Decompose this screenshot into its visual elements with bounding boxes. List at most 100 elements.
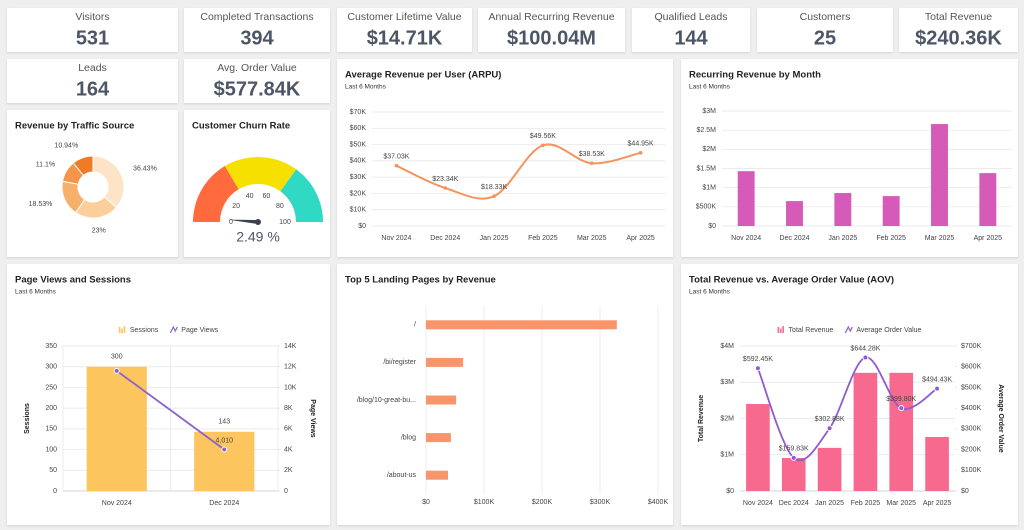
kpi-card [478,8,625,52]
line-point [113,367,120,374]
x-tick-label: Nov 2024 [102,500,132,507]
bar [426,357,464,367]
kpi-label: Leads [78,62,107,74]
gauge-hub [255,219,261,225]
legend-icon [844,325,853,334]
x-tick-label: Mar 2025 [886,500,916,507]
data-label: $44.95K [628,141,654,148]
bar [426,433,451,443]
y2-tick-label: $300K [961,426,982,433]
x-tick-label: Dec 2024 [209,500,239,507]
legend-icon [118,327,121,333]
x-tick-label: $0 [422,499,430,506]
line-series [116,370,225,451]
line-point [541,143,545,148]
panel [681,59,1018,257]
chart-title: Total Revenue vs. Average Order Value (A… [689,275,894,286]
y-tick-label: $3M [720,379,734,386]
x-tick-label: Dec 2024 [430,235,460,242]
panel [337,59,673,257]
bar [834,193,852,226]
bar [931,124,948,226]
y-tick-label: $0 [708,223,716,230]
x-tick-label: Nov 2024 [731,235,761,242]
data-label: 300 [111,354,123,361]
bar [86,366,147,491]
y2-axis-title: Average Order Value [997,384,1004,453]
y2-tick-label: 14K [284,343,297,350]
y-tick-label: $70K [350,109,367,116]
kpi-value: 531 [76,27,109,49]
x-tick-label: Apr 2025 [923,500,952,507]
chart-subtitle: Last 6 Months [345,84,387,91]
gauge-tick-label: 20 [232,203,240,210]
y-tick-label: $500K [696,204,717,211]
kpi-card [7,8,178,52]
kpi-card [337,8,472,52]
gauge-band [193,166,239,222]
kpi-card [632,8,750,52]
legend-icon [777,327,780,333]
legend-icon [123,326,126,333]
x-tick-label: Mar 2025 [925,235,955,242]
kpi-value: $240.36K [915,27,1002,49]
y2-tick-label: 4K [284,446,293,453]
y-tick-label: $50K [350,141,367,148]
x-tick-label: Apr 2025 [974,235,1003,242]
panel [7,110,178,257]
gauge-tick-label: 40 [246,193,254,200]
chart-subtitle: Last 6 Months [689,84,731,91]
y2-tick-label: 10K [284,384,297,391]
data-label: $23.34K [432,176,458,183]
data-label: 4,010 [215,437,233,444]
data-label: $49.56K [530,133,556,140]
data-label: $302.88K [815,416,845,423]
bar [817,447,842,491]
pie-slice [92,155,125,209]
y2-tick-label: $0 [961,488,969,495]
y-tick-label: $30K [350,174,367,181]
bar [426,320,617,330]
kpi-label: Visitors [75,11,109,23]
kpi-label: Total Revenue [925,11,992,23]
slice-label: 10.94% [54,142,78,149]
x-tick-label: Mar 2025 [577,235,607,242]
gauge-tick-label: 80 [276,203,284,210]
legend: Sessions Page Views [118,325,219,334]
gauge-band [280,169,323,222]
panel [681,264,1018,525]
y2-tick-label: $400K [961,405,982,412]
kpi-value: 164 [76,78,110,100]
x-tick-label: Dec 2024 [780,235,810,242]
x-tick-label: $400K [648,499,669,506]
kpi-value: 25 [814,27,836,49]
kpi-card [757,8,893,52]
legend-label: Average Order Value [856,327,921,334]
kpi-card [184,59,330,103]
kpi-value: 144 [674,27,708,49]
kpi-label: Customer Lifetime Value [347,11,461,23]
bar [925,436,949,491]
line-point [754,365,761,372]
y-tick-label: /bi/register [383,359,416,366]
panel [337,264,673,525]
chart-title: Revenue by Traffic Source [15,121,134,132]
x-tick-label: Apr 2025 [626,235,655,242]
kpi-label: Customers [800,11,851,23]
legend-icon [121,328,123,333]
gauge-tick-label: 100 [279,219,291,226]
kpi-value: 394 [240,27,274,49]
data-label: $37.03K [383,154,409,161]
bar [889,372,914,491]
x-tick-label: Dec 2024 [779,500,809,507]
y-tick-label: 150 [45,426,57,433]
chart-title: Page Views and Sessions [15,275,131,286]
line-point [589,161,594,166]
data-label: $18.33K [481,184,507,191]
slice-label: 18.53% [29,201,53,208]
legend: Total Revenue Average Order Value [777,325,922,334]
y-tick-label: $10K [350,207,367,214]
x-tick-label: Jan 2025 [480,235,509,242]
y-tick-label: $60K [350,125,367,132]
y-tick-label: $40K [350,158,367,165]
